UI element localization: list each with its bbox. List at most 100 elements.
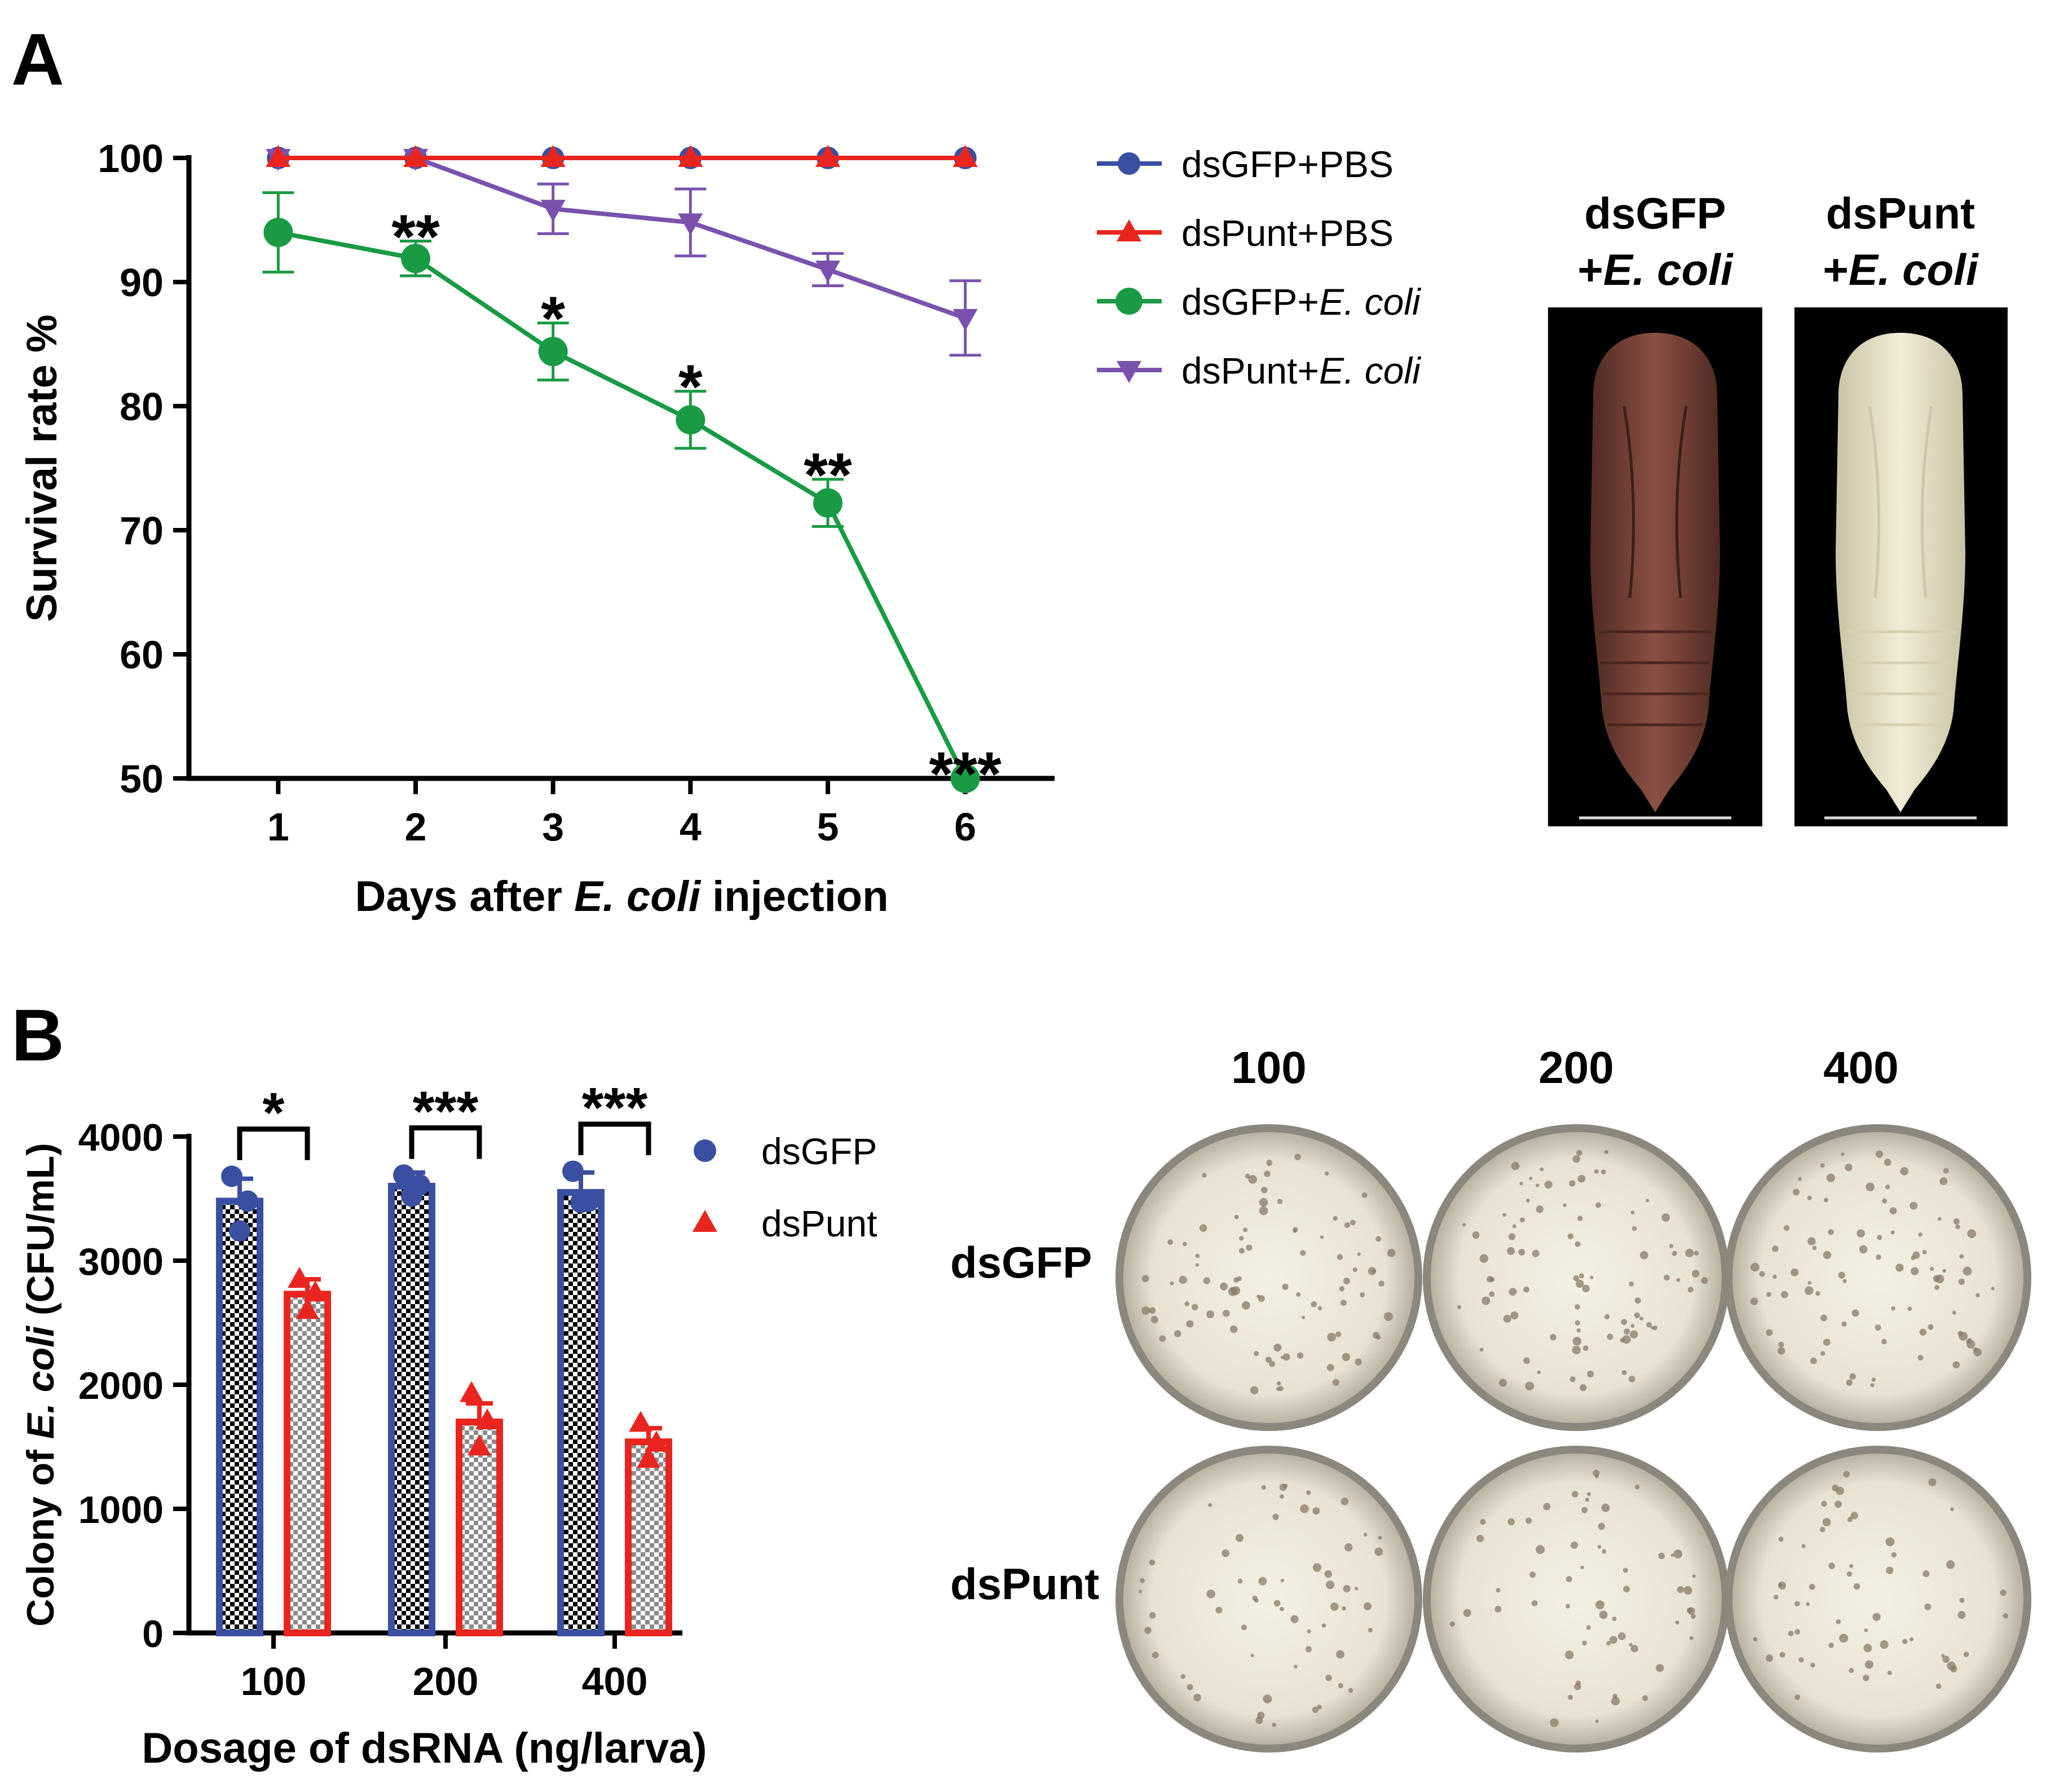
colony-dot bbox=[1646, 1322, 1652, 1328]
colony-dot bbox=[1922, 1570, 1930, 1578]
data-point bbox=[676, 405, 705, 435]
plate-agar bbox=[1732, 1454, 2023, 1745]
colony-dot bbox=[1375, 1236, 1382, 1242]
colony-dot bbox=[1518, 1248, 1525, 1256]
colony-dot bbox=[1581, 1507, 1588, 1513]
data-point bbox=[952, 309, 978, 331]
colony-dot bbox=[1791, 1268, 1799, 1276]
legend-label-plain: dsGFP+PBS bbox=[1181, 143, 1393, 185]
colony-dot bbox=[1630, 1210, 1635, 1215]
colony-dot bbox=[1550, 1334, 1556, 1341]
colony-dot bbox=[1565, 1650, 1574, 1659]
colony-chart-legend: dsGFP dsPunt bbox=[693, 1130, 877, 1244]
colony-dot bbox=[1963, 1652, 1969, 1657]
larva-label-right-line1: dsPunt bbox=[1826, 188, 1975, 238]
colony-dot bbox=[1859, 1245, 1868, 1254]
x-tick-label: 6 bbox=[954, 805, 976, 849]
colony-dot bbox=[1912, 1251, 1920, 1259]
colony-dot bbox=[1480, 1519, 1486, 1525]
colony-dot bbox=[1280, 1578, 1284, 1583]
colony-dot bbox=[1140, 1578, 1145, 1583]
plate-column-label-200: 200 bbox=[1538, 1042, 1613, 1093]
y-tick-label: 50 bbox=[120, 757, 164, 801]
colony-dot bbox=[1487, 1276, 1493, 1283]
colony-dot bbox=[1882, 1198, 1888, 1204]
colony-dot bbox=[1781, 1291, 1788, 1298]
colony-dot bbox=[1144, 1627, 1152, 1634]
colony-dot bbox=[1952, 1310, 1956, 1315]
colony-dot bbox=[1673, 1549, 1683, 1558]
colony-dot bbox=[1355, 1358, 1362, 1366]
colony-dot bbox=[1810, 1357, 1817, 1364]
colony-dot bbox=[1343, 1278, 1350, 1284]
colony-dot bbox=[1195, 1263, 1199, 1267]
colony-dot bbox=[1254, 1351, 1259, 1357]
colony-dot bbox=[1822, 1518, 1831, 1527]
colony-dot bbox=[1623, 1568, 1628, 1573]
colony-dot bbox=[1364, 1602, 1372, 1610]
colony-dot bbox=[1863, 1675, 1869, 1681]
y-tick-label: 60 bbox=[120, 633, 164, 677]
colony-dot bbox=[1283, 1483, 1288, 1489]
colony-dot bbox=[1250, 1653, 1254, 1658]
colony-dot bbox=[1254, 1598, 1259, 1603]
colony-dot bbox=[1779, 1652, 1785, 1658]
colony-dot bbox=[1909, 1637, 1914, 1641]
colony-dot bbox=[1658, 1552, 1665, 1560]
colony-dot bbox=[1838, 1271, 1845, 1279]
colony-dot bbox=[1593, 1469, 1600, 1477]
significance-bracket bbox=[578, 1121, 651, 1155]
larva-label-right-line2: +E. coli bbox=[1823, 245, 1979, 294]
colony-dot bbox=[1642, 1695, 1648, 1701]
colony-dot bbox=[1180, 1674, 1186, 1679]
colony-dot bbox=[1571, 1541, 1578, 1549]
colony-dot bbox=[1221, 1549, 1230, 1557]
colony-dot bbox=[1378, 1535, 1382, 1540]
colony-dot bbox=[1595, 1474, 1599, 1478]
data-point bbox=[403, 145, 429, 167]
colony-dot bbox=[1348, 1688, 1353, 1693]
colony-dot bbox=[1975, 1293, 1980, 1297]
colony-dot bbox=[1572, 1491, 1578, 1498]
colony-dot bbox=[1149, 1307, 1156, 1314]
colony-dot bbox=[1922, 1250, 1927, 1254]
replicate-point bbox=[401, 1185, 422, 1207]
colony-dot bbox=[1342, 1353, 1351, 1362]
colony-dot bbox=[1577, 1174, 1586, 1183]
plate-agar bbox=[1431, 1454, 1722, 1745]
colony-dot bbox=[1355, 1587, 1359, 1591]
y-tick-label: 100 bbox=[98, 137, 164, 180]
panel-b-label: B bbox=[11, 994, 64, 1076]
colony-dot bbox=[1794, 1629, 1801, 1635]
colony-dot bbox=[1691, 1270, 1700, 1278]
colony-dot bbox=[1884, 1159, 1891, 1166]
y-axis-title: Colony of E. coli (CFU/mL) bbox=[19, 1143, 62, 1627]
colony-chart: 0 1000 2000 3000 4000 100 200 400 Colony of E. c… bbox=[19, 1076, 707, 1772]
data-point bbox=[813, 488, 843, 518]
y-axis-title-pre: Colony of bbox=[19, 1439, 62, 1626]
agar-plate bbox=[1423, 1446, 1730, 1753]
colony-dot bbox=[1807, 1237, 1816, 1245]
x-axis-title-post: injection bbox=[700, 873, 889, 921]
colony-dot bbox=[1152, 1652, 1159, 1659]
colony-dot bbox=[1836, 1619, 1841, 1624]
colony-dot bbox=[1845, 1164, 1853, 1172]
colony-dot bbox=[1919, 1328, 1926, 1336]
colony-dot bbox=[1670, 1553, 1674, 1557]
colony-dot bbox=[1294, 1665, 1298, 1669]
colony-dot bbox=[1834, 1500, 1842, 1508]
bar bbox=[284, 1291, 331, 1636]
colony-dot bbox=[1794, 1694, 1801, 1700]
legend-item: dsPunt+E. coli bbox=[1097, 350, 1422, 391]
colony-dot bbox=[1692, 1574, 1696, 1578]
colony-dot bbox=[1934, 1285, 1939, 1290]
colony-dot bbox=[1326, 1364, 1334, 1372]
replicate-point bbox=[637, 1447, 660, 1468]
colony-dot bbox=[1902, 1639, 1908, 1644]
colony-dot bbox=[1891, 1552, 1897, 1558]
series-line bbox=[278, 156, 966, 320]
colony-dot bbox=[1340, 1497, 1349, 1505]
colony-dot bbox=[1959, 1332, 1968, 1341]
colony-dot bbox=[1193, 1693, 1201, 1702]
